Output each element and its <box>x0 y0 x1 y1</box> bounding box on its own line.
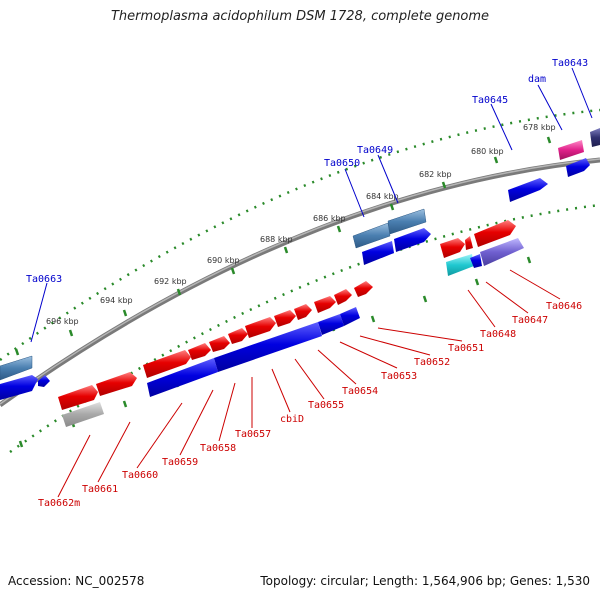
kbp-label: 684 kbp <box>366 192 399 201</box>
gene-ta0660 <box>96 372 137 396</box>
gene-ta0651 <box>354 281 373 297</box>
gene-reverse <box>340 307 360 326</box>
kbp-label: 680 kbp <box>471 147 504 156</box>
gene-label-ta0649: Ta0649 <box>357 145 393 156</box>
gene-label-ta0661: Ta0661 <box>82 484 118 495</box>
gene-ta0659 <box>143 350 191 378</box>
ruler-tick <box>14 348 20 356</box>
gene-ta0661 <box>58 385 98 410</box>
ruler-tick <box>389 203 395 211</box>
gene-label-ta0650: Ta0650 <box>324 158 360 169</box>
gene-dam <box>558 140 584 160</box>
gene-reverse <box>362 241 394 265</box>
kbp-label: 688 kbp <box>260 235 293 244</box>
ruler-tick <box>18 440 24 448</box>
gene-ta0648 <box>440 238 465 258</box>
kbp-label: 696 kbp <box>46 317 79 326</box>
gene-ta0645 <box>508 178 548 202</box>
leader-lines <box>30 67 593 498</box>
kbp-label: 692 kbp <box>154 277 187 286</box>
ruler-tick <box>546 136 552 144</box>
gene-label-ta0659: Ta0659 <box>162 457 198 468</box>
gene-label-ta0652: Ta0652 <box>414 357 450 368</box>
gene-label-ta0660: Ta0660 <box>122 470 158 481</box>
summary-text: Topology: circular; Length: 1,564,906 bp… <box>260 574 590 588</box>
gene-label-cbid: cbiD <box>280 414 304 425</box>
gene-reverse <box>394 228 431 252</box>
gene-label-dam: dam <box>528 74 546 85</box>
gene-reverse-long <box>214 322 322 372</box>
gene-forward <box>209 336 230 352</box>
map-title: Thermoplasma acidophilum DSM 1728, compl… <box>110 9 490 24</box>
ruler-tick <box>493 156 499 164</box>
gene-reverse <box>470 254 482 268</box>
gene-label-ta0648: Ta0648 <box>480 329 516 340</box>
gene-forward <box>188 343 211 360</box>
ruler-tick <box>336 225 342 233</box>
kbp-label: 682 kbp <box>419 170 452 179</box>
bottom-gene-labels: Ta0646Ta0647Ta0648Ta0651Ta0652Ta0653Ta06… <box>38 301 582 509</box>
gene-reverse-long <box>147 358 218 397</box>
ruler-tick <box>283 246 289 254</box>
gene-forward <box>465 236 473 250</box>
gene-label-ta0647: Ta0647 <box>512 315 548 326</box>
outer-genes <box>0 128 600 400</box>
inner-genes <box>58 220 524 427</box>
gene-label-ta0655: Ta0655 <box>308 400 344 411</box>
kbp-label: 694 kbp <box>100 296 133 305</box>
gene-label-ta0651: Ta0651 <box>448 343 484 354</box>
ruler-tick <box>474 278 480 286</box>
gene-forward <box>274 310 296 327</box>
accession-text: Accession: NC_002578 <box>8 574 145 588</box>
ruler-tick <box>422 295 428 303</box>
gene-ta0650-rna <box>352 222 391 249</box>
gene-ta0662m <box>62 402 104 427</box>
gene-label-ta0643: Ta0643 <box>552 58 588 69</box>
gene-reverse <box>318 314 344 335</box>
gene-label-ta0658: Ta0658 <box>200 443 236 454</box>
ruler-tick <box>441 181 447 189</box>
gene-purple <box>480 238 524 266</box>
gene-label-ta0645: Ta0645 <box>472 95 508 106</box>
ruler-tick <box>176 288 182 296</box>
backbone <box>0 157 600 408</box>
gene-label-ta0662m: Ta0662m <box>38 498 80 509</box>
gene-ta0646-cyan <box>446 254 474 276</box>
gene-reverse <box>0 375 38 400</box>
kbp-label: 686 kbp <box>313 214 346 223</box>
kbp-labels: 678 kbp 680 kbp 682 kbp 684 kbp 686 kbp 688 k… <box>46 123 556 326</box>
gene-label-ta0657: Ta0657 <box>235 429 271 440</box>
gene-forward <box>294 304 312 320</box>
gene-ta0643 <box>590 128 600 147</box>
gene-label-ta0653: Ta0653 <box>381 371 417 382</box>
ruler-tick <box>230 267 236 275</box>
gene-reverse <box>38 375 50 387</box>
gene-forward <box>245 317 276 338</box>
gene-ta0649-rna <box>387 208 427 235</box>
gene-forward <box>314 296 336 313</box>
gene-forward <box>228 328 248 344</box>
top-gene-labels: Ta0643 dam Ta0645 Ta0649 Ta0650 Ta0663 <box>26 58 588 285</box>
gene-forward <box>334 289 352 305</box>
ruler-tick <box>370 315 376 323</box>
gene-reverse <box>566 158 590 177</box>
ruler-tick <box>68 329 74 337</box>
gene-ta0663-rna <box>0 355 33 381</box>
gene-label-ta0646: Ta0646 <box>546 301 582 312</box>
kbp-label: 690 kbp <box>207 256 240 265</box>
kbp-label: 678 kbp <box>523 123 556 132</box>
gene-label-ta0654: Ta0654 <box>342 386 378 397</box>
gene-ta0647 <box>474 220 516 247</box>
gene-label-ta0663: Ta0663 <box>26 274 62 285</box>
ruler-tick <box>122 400 128 408</box>
ruler-tick <box>526 256 532 264</box>
inner-ruler <box>9 203 600 454</box>
ruler-tick <box>122 309 128 317</box>
